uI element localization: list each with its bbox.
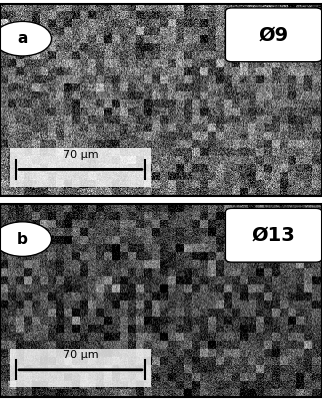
FancyBboxPatch shape <box>225 208 322 262</box>
Circle shape <box>0 21 52 56</box>
Text: Ø13: Ø13 <box>252 226 296 245</box>
Text: b: b <box>17 231 28 247</box>
Text: 70 μm: 70 μm <box>63 150 98 160</box>
Text: a: a <box>17 31 28 46</box>
FancyBboxPatch shape <box>10 348 151 387</box>
FancyBboxPatch shape <box>225 8 322 62</box>
Circle shape <box>0 222 52 256</box>
Text: Ø9: Ø9 <box>259 25 289 44</box>
Text: 70 μm: 70 μm <box>63 350 98 360</box>
FancyBboxPatch shape <box>10 148 151 187</box>
